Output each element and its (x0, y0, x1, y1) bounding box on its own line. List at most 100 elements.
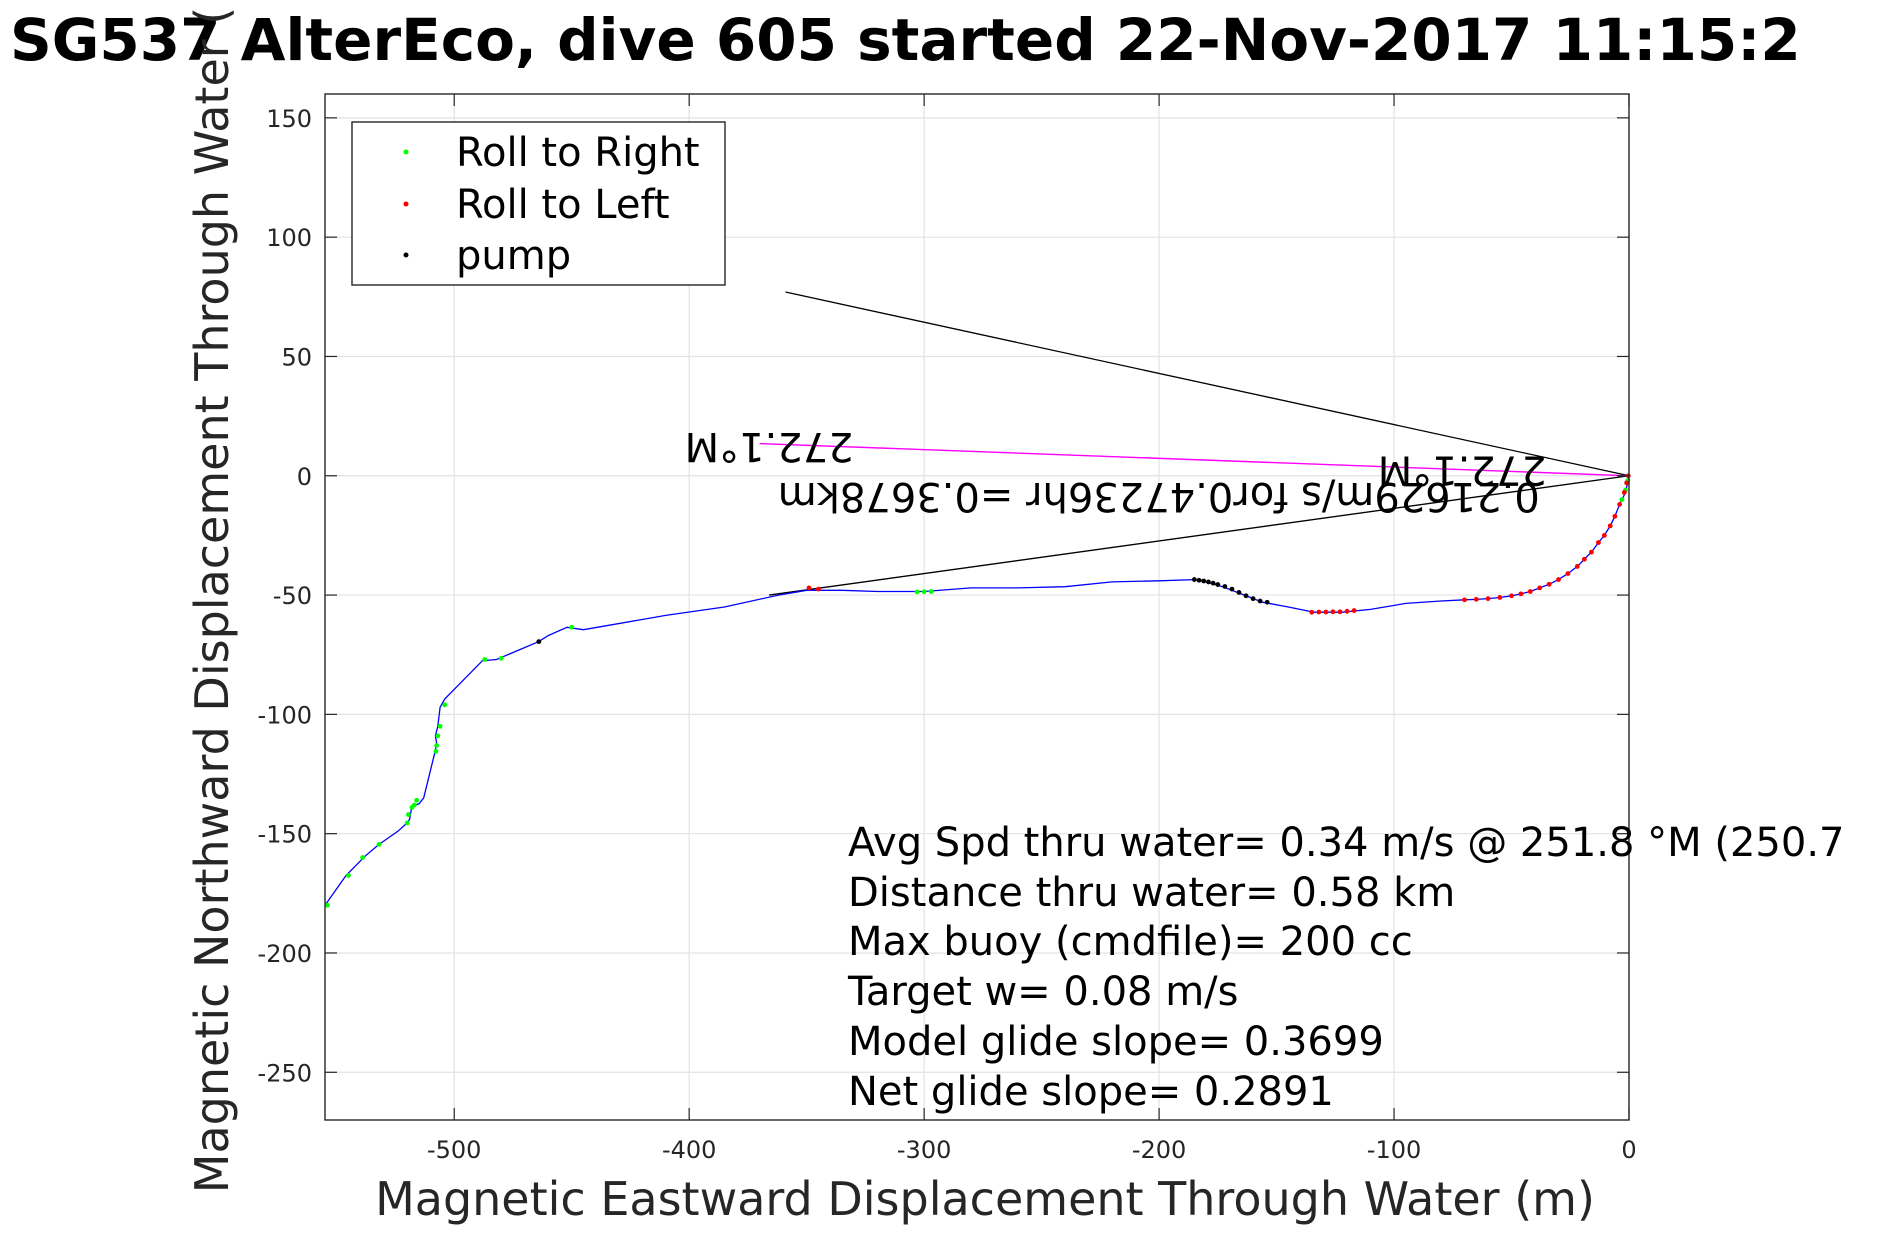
roll-left-point (1323, 609, 1329, 615)
pump-point (1264, 599, 1270, 605)
chart-title: SG537 AlterEco, dive 605 started 22-Nov-… (10, 6, 1801, 74)
y-tick-labels: 150 100 50 0 -50 -100 -150 -200 -250 (258, 105, 312, 1087)
roll-left-point (1527, 589, 1533, 594)
stat-avg-speed: Avg Spd thru water= 0.34 m/s @ 251.8 °M … (848, 820, 1844, 866)
flipped-annotation: 272.1°M (685, 423, 854, 469)
roll-left-point (806, 585, 812, 591)
pump-point (1196, 577, 1202, 583)
roll-left-point (1574, 564, 1580, 569)
tick-marks (325, 94, 1630, 1120)
heading-line (768, 475, 1630, 596)
x-tick-label: -300 (897, 1136, 951, 1164)
legend-label-roll-right: Roll to Right (456, 130, 700, 176)
roll-right-point (414, 797, 420, 803)
pump-point (536, 639, 542, 644)
roll-left-point (1351, 608, 1357, 613)
series-layer (324, 291, 1631, 908)
roll-left-point (1589, 549, 1594, 555)
axes-box (324, 93, 1630, 1121)
x-tick-label: -500 (427, 1136, 481, 1164)
legend-label-pump: pump (456, 233, 571, 279)
y-tick-label: -250 (258, 1059, 312, 1087)
roll-right-point (442, 702, 448, 708)
x-tick-label: -100 (1367, 1136, 1421, 1164)
roll-right-point (360, 855, 365, 860)
y-tick-label: 0 (297, 463, 312, 491)
stat-model-glide-slope: Model glide slope= 0.3699 (848, 1019, 1384, 1065)
roll-right-point (346, 873, 351, 878)
roll-left-point (1497, 595, 1503, 600)
roll-left-point (1309, 609, 1315, 615)
flipped-annotations: 272.1°M 272.1°M0.21629m/s for0.47236hr =0… (685, 423, 1547, 519)
y-tick-label: 100 (266, 224, 312, 252)
roll-left-point (1509, 593, 1514, 599)
y-tick-label: -50 (273, 582, 312, 610)
roll-left-point (1518, 591, 1524, 597)
y-tick-label: -150 (258, 821, 312, 849)
roll-left-point (1485, 596, 1491, 602)
roll-left-point (1330, 609, 1336, 615)
legend-marker-pump (403, 252, 409, 258)
roll-left-point (1473, 596, 1479, 602)
roll-right-point (569, 624, 575, 630)
stat-target-w: Target w= 0.08 m/s (847, 969, 1238, 1015)
roll-right-point (434, 742, 440, 748)
x-tick-label: -400 (662, 1136, 716, 1164)
pump-point (1215, 582, 1221, 587)
pump-point (1191, 577, 1197, 582)
pump-point (1243, 593, 1249, 599)
roll-right-point (376, 842, 382, 847)
roll-left-point (1624, 480, 1630, 486)
y-tick-label: -200 (258, 940, 312, 968)
roll-right-point (498, 655, 504, 661)
roll-left-point (1621, 490, 1627, 495)
roll-left-point (1607, 523, 1613, 529)
y-tick-label: 50 (281, 343, 312, 371)
roll-left-point (1581, 556, 1587, 562)
roll-left-point (1565, 571, 1571, 576)
legend-box (351, 121, 726, 286)
roll-left-point (1316, 609, 1322, 615)
roll-right-point (406, 812, 411, 817)
stat-max-buoy: Max buoy (cmdfile)= 200 cc (848, 919, 1413, 965)
roll-left-point (1617, 502, 1623, 507)
roll-right-point (482, 657, 488, 662)
roll-left-point (1337, 609, 1343, 615)
legend-marker-roll-right (403, 149, 409, 155)
mean-current-line (759, 442, 1630, 477)
pump-point (1229, 586, 1235, 592)
roll-right-point (921, 589, 927, 595)
roll-right-point (1619, 497, 1625, 503)
x-tick-label: -200 (1132, 1136, 1186, 1164)
roll-right-point (914, 589, 920, 595)
legend-marker-roll-left (403, 201, 409, 207)
roll-right-point (435, 733, 441, 739)
stat-distance: Distance thru water= 0.58 km (848, 870, 1455, 916)
stats-box: Avg Spd thru water= 0.34 m/s @ 251.8 °M … (847, 820, 1844, 1115)
pump-point (1210, 580, 1216, 586)
x-tick-labels: -500 -400 -300 -200 -100 0 (427, 1136, 1637, 1164)
roll-left-point (1596, 540, 1601, 545)
roll-right-point (437, 723, 443, 729)
roll-right-point (404, 820, 410, 826)
roll-right-point (324, 902, 330, 908)
roll-left-point (1537, 585, 1543, 591)
roll-left-point (1556, 577, 1561, 582)
y-tick-label: -100 (258, 701, 312, 729)
pump-point (1222, 584, 1228, 589)
roll-right-point (433, 748, 439, 754)
roll-left-point (1546, 581, 1552, 587)
heading-line (785, 291, 1630, 477)
pump-point (1236, 590, 1242, 595)
pump-point (1201, 578, 1207, 584)
pump-point (1250, 596, 1256, 602)
y-axis-label: Magnetic Northward Displacement Through … (185, 7, 239, 1193)
pump-point (1257, 598, 1263, 604)
roll-left-point (1344, 608, 1350, 614)
roll-left-point (1462, 597, 1467, 603)
legend: Roll to Right Roll to Left pump (351, 121, 726, 286)
x-tick-label: 0 (1621, 1136, 1636, 1164)
roll-right-point (409, 805, 415, 810)
roll-right-point (928, 589, 934, 594)
